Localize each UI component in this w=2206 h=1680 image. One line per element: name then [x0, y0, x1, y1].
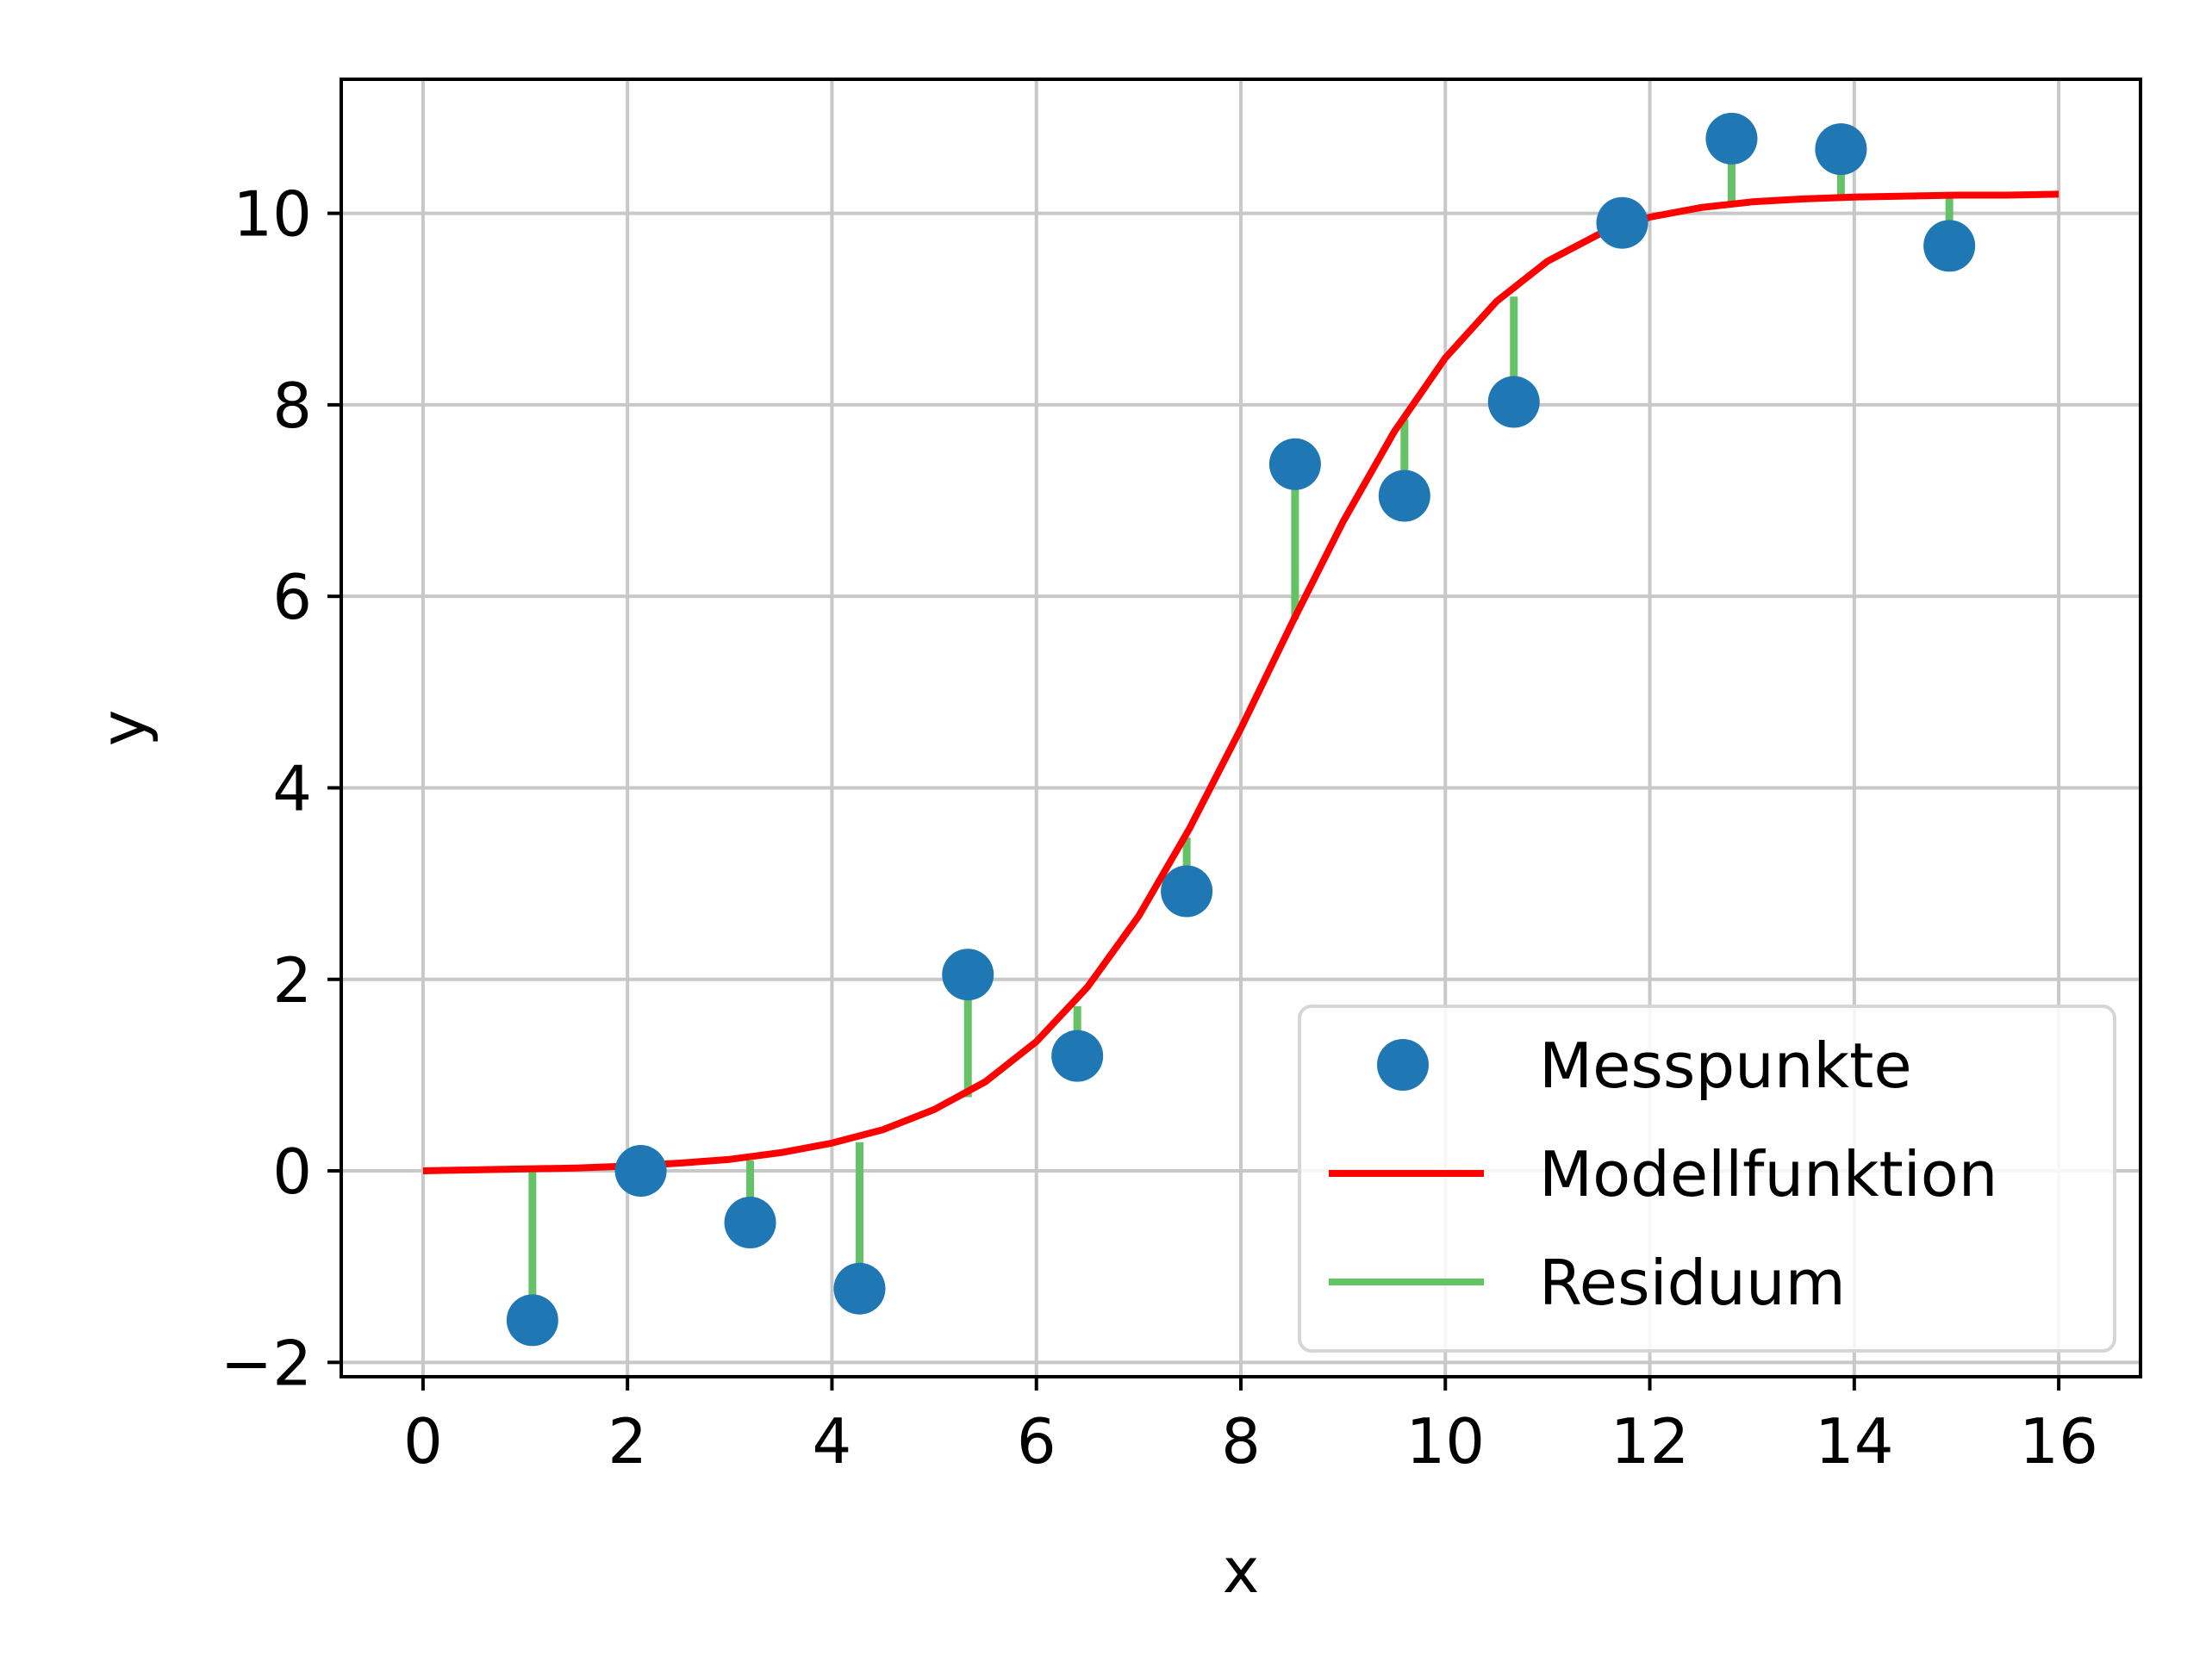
x-tick-label: 2: [608, 1405, 647, 1478]
x-tick-label: 4: [813, 1405, 852, 1478]
data-point: [1487, 376, 1540, 428]
data-point: [1161, 865, 1213, 918]
legend: Messpunkte Modellfunktion Residuum: [1298, 1005, 2116, 1353]
y-tick-label: 4: [272, 752, 312, 824]
data-point: [833, 1262, 886, 1315]
x-tick-label: 6: [1017, 1405, 1056, 1478]
x-tick-label: 14: [1815, 1405, 1894, 1478]
data-point: [1705, 112, 1758, 165]
x-tick-label: 0: [403, 1405, 443, 1478]
x-axis-label: x: [1223, 1534, 1260, 1607]
model-line: [422, 190, 2060, 1174]
legend-marker-points: [1377, 1039, 1429, 1091]
y-tick-label: 2: [272, 944, 312, 1017]
data-point: [506, 1294, 558, 1347]
y-tick-label: 6: [272, 561, 312, 633]
y-tick-label: −2: [221, 1327, 312, 1399]
y-tick-label: 10: [233, 178, 312, 251]
data-point: [1596, 196, 1648, 249]
legend-label: Modellfunktion: [1539, 1138, 1997, 1210]
data-point: [1923, 220, 1976, 272]
data-point: [1378, 470, 1430, 522]
x-tick-label: 16: [2019, 1405, 2098, 1478]
x-tick-label: 10: [1405, 1405, 1485, 1478]
y-tick-label: 8: [272, 370, 312, 442]
data-point: [942, 949, 994, 1001]
x-tick-label: 12: [1611, 1405, 1690, 1478]
data-point: [1268, 438, 1321, 490]
legend-label: Messpunkte: [1539, 1030, 1912, 1102]
y-tick-label: 0: [272, 1136, 312, 1208]
legend-label: Residuum: [1539, 1247, 1846, 1319]
axis-ticks: 0 2 4 6 8 10 12 14 16 −2 0 2 4 6 8 10: [221, 178, 2098, 1478]
data-point: [1815, 123, 1867, 176]
model-series: [422, 190, 2060, 1174]
y-axis-label: y: [87, 710, 159, 747]
data-point: [724, 1197, 776, 1249]
data-point: [1051, 1030, 1104, 1082]
legend-box: [1298, 1005, 2116, 1353]
data-point: [614, 1145, 667, 1198]
points-series: [506, 112, 1976, 1347]
x-tick-label: 8: [1221, 1405, 1261, 1478]
